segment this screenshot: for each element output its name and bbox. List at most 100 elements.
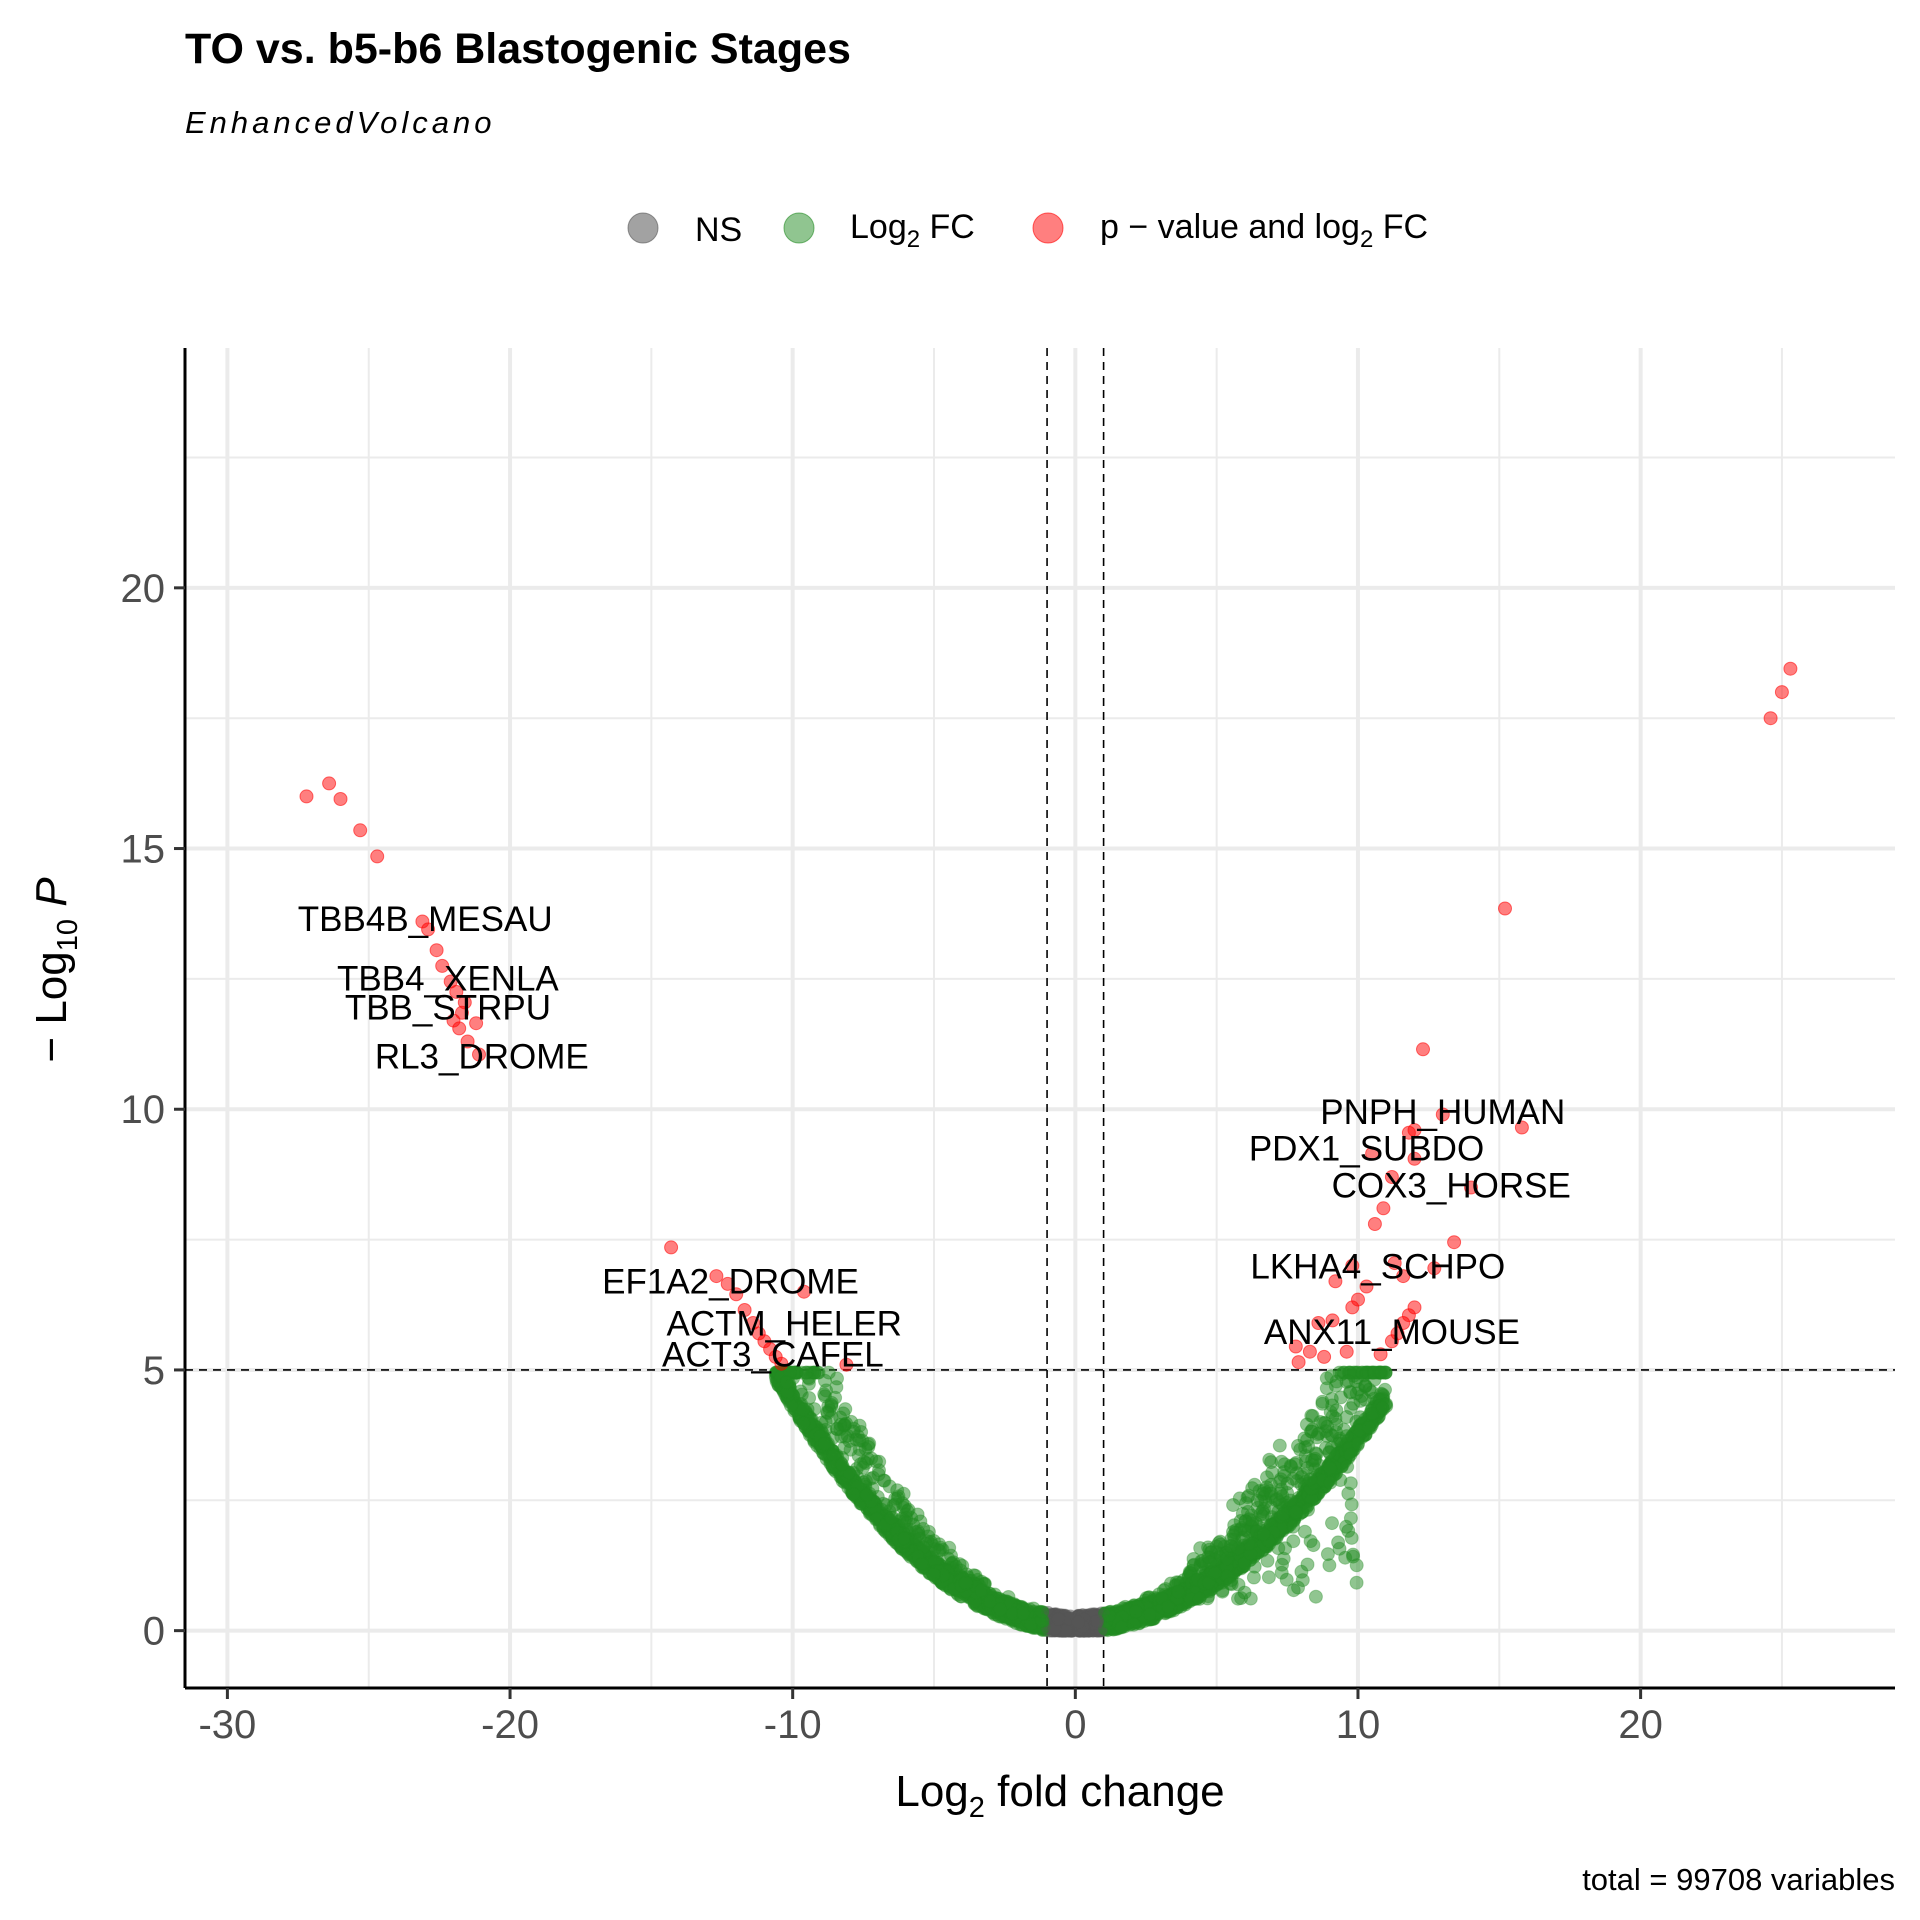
data-point-significant: [333, 792, 348, 806]
y-tick-label: 15: [121, 828, 166, 872]
data-point: [1286, 1583, 1301, 1598]
x-tick-label: -20: [481, 1703, 539, 1747]
data-point: [958, 1576, 973, 1590]
y-tick-label: 0: [143, 1610, 165, 1654]
y-tick-label: 10: [121, 1088, 166, 1132]
legend-label-both: p − value and log2 FC: [1100, 208, 1428, 253]
y-tick-label: 20: [121, 567, 166, 611]
data-point-significant: [449, 984, 464, 999]
data-point: [1308, 1589, 1323, 1604]
data-point: [1301, 1502, 1315, 1517]
gene-label: PNPH_HUMAN: [1320, 1093, 1565, 1132]
data-point: [1294, 1564, 1309, 1579]
legend-key-ns: [627, 212, 659, 244]
data-point-significant: [299, 789, 314, 804]
data-point-significant: [1311, 1316, 1326, 1330]
data-point: [884, 1510, 899, 1525]
cutoff-lines: [185, 348, 1895, 1688]
caption: total = 99708 variables: [1582, 1862, 1895, 1897]
data-point-significant: [460, 1034, 475, 1049]
data-point: [1349, 1575, 1364, 1590]
data-point: [1286, 1519, 1300, 1534]
data-point-significant: [1288, 1339, 1303, 1354]
data-point: [872, 1454, 887, 1469]
data-point: [1374, 1365, 1389, 1380]
data-point-significant: [455, 1005, 469, 1020]
data-point-significant: [472, 1047, 486, 1062]
data-point-significant: [1367, 1217, 1382, 1231]
gene-label: RL3_DROME: [375, 1038, 589, 1077]
data-point-significant: [1407, 1123, 1422, 1138]
data-point: [796, 1402, 811, 1417]
gene-label: ACT3_CAFEL: [662, 1335, 884, 1374]
data-point: [1276, 1507, 1291, 1522]
data-point: [1353, 1410, 1368, 1425]
data-point-significant: [1384, 1334, 1399, 1349]
data-point-significant: [1387, 1256, 1402, 1271]
data-point: [779, 1375, 794, 1390]
data-point-significant: [421, 922, 436, 937]
data-point: [897, 1531, 911, 1546]
data-point: [843, 1442, 858, 1457]
data-point: [859, 1487, 874, 1502]
gene-label: ANX11_MOUSE: [1264, 1313, 1520, 1352]
data-point: [817, 1436, 832, 1451]
x-tick-label: 20: [1618, 1703, 1663, 1747]
data-points: [299, 661, 1798, 1638]
data-point-significant: [1384, 1170, 1399, 1184]
x-tick-label: 10: [1336, 1703, 1381, 1747]
data-point: [846, 1487, 861, 1502]
data-point: [1306, 1538, 1321, 1553]
data-point: [1307, 1453, 1322, 1468]
legend-label-ns: NS: [695, 211, 742, 249]
data-point: [1126, 1617, 1141, 1632]
data-point: [799, 1365, 813, 1380]
data-point: [1262, 1452, 1277, 1467]
legend: NS Log2 FC p − value and log2 FC: [627, 208, 1428, 253]
data-point: [1250, 1500, 1265, 1515]
data-point: [1231, 1541, 1246, 1556]
data-point-significant: [729, 1287, 744, 1302]
gene-label: TBB_STRPU: [345, 989, 551, 1028]
data-point-significant: [1325, 1313, 1340, 1328]
legend-key-both: [1032, 212, 1064, 244]
data-point: [1365, 1406, 1379, 1421]
data-point: [1341, 1523, 1356, 1538]
data-point: [1201, 1550, 1216, 1564]
data-point: [1071, 1615, 1086, 1630]
data-point: [1161, 1599, 1176, 1614]
data-point: [853, 1457, 868, 1472]
data-point: [1215, 1583, 1230, 1598]
chart-title: TO vs. b5-b6 Blastogenic Stages: [185, 25, 851, 73]
data-point-significant: [774, 1356, 789, 1371]
data-point: [1226, 1525, 1240, 1539]
data-point-significant: [1447, 1235, 1462, 1250]
data-point: [1090, 1614, 1104, 1629]
data-point: [1319, 1381, 1334, 1396]
data-point: [1035, 1605, 1050, 1619]
data-point-significant: [1291, 1355, 1306, 1370]
data-point: [1207, 1566, 1222, 1580]
data-point: [1331, 1535, 1346, 1550]
data-point: [821, 1365, 836, 1380]
data-point: [861, 1440, 876, 1454]
x-tick-label: 0: [1064, 1703, 1086, 1747]
data-point-significant: [1514, 1120, 1529, 1135]
data-point: [915, 1557, 929, 1571]
gene-label: TBB4_XENLA: [337, 959, 559, 998]
data-point-significant: [1345, 1258, 1360, 1273]
data-point: [1233, 1514, 1248, 1528]
data-point: [993, 1602, 1008, 1617]
data-point: [1016, 1606, 1031, 1621]
axes: [174, 348, 1895, 1699]
data-point: [1226, 1498, 1241, 1512]
data-point-significant: [1328, 1274, 1343, 1289]
data-point: [1261, 1570, 1276, 1585]
data-point-significant: [1339, 1344, 1354, 1359]
data-point: [1322, 1445, 1337, 1459]
chart-subtitle: EnhancedVolcano: [185, 105, 496, 140]
y-tick-label: 5: [143, 1349, 165, 1393]
data-point: [1375, 1400, 1390, 1415]
data-point: [819, 1383, 834, 1398]
data-point-significant: [720, 1276, 735, 1291]
